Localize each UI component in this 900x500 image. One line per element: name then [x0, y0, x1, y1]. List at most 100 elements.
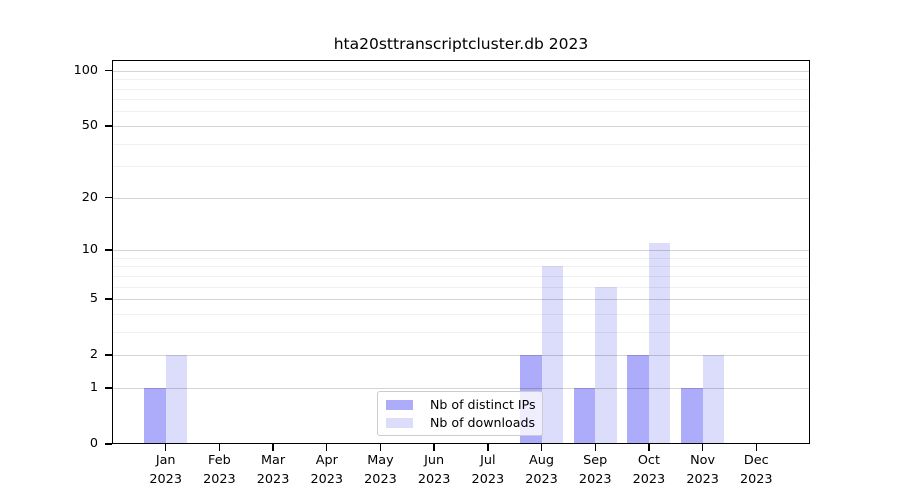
minor-gridline: [112, 266, 810, 268]
x-tick-month: Jan: [155, 453, 176, 468]
x-tick-month: Apr: [315, 453, 338, 468]
x-tick-mark: [433, 444, 435, 451]
y-tick-label: 5: [89, 291, 98, 307]
x-tick-label: May 2023: [348, 451, 412, 489]
x-tick-year: 2023: [310, 472, 344, 487]
legend-swatch-downloads: [386, 417, 413, 429]
major-gridline: [112, 70, 810, 72]
x-tick-mark: [540, 444, 543, 451]
x-tick-label: Jan 2023: [134, 451, 198, 489]
legend-item-distinct-ips: Nb of distinct IPs: [386, 396, 536, 414]
x-tick-label: Apr 2023: [295, 451, 359, 489]
x-tick-mark: [272, 444, 274, 451]
x-tick-year: 2023: [149, 472, 182, 487]
x-tick-label: Dec 2023: [724, 451, 788, 489]
legend-swatch-distinct-ips: [386, 399, 413, 411]
y-tick-mark: [105, 387, 112, 389]
x-tick-year: 2023: [632, 472, 666, 487]
minor-gridline: [112, 275, 810, 277]
x-tick-mark: [648, 444, 650, 451]
legend-item-downloads: Nb of downloads: [386, 414, 536, 432]
x-tick-month: Dec: [743, 453, 769, 468]
y-tick-mark: [105, 196, 112, 199]
y-tick-mark: [105, 443, 112, 445]
major-gridline: [112, 355, 810, 357]
major-gridline: [112, 299, 810, 300]
y-tick-label: 0: [89, 436, 98, 451]
x-tick-label: Aug 2023: [510, 451, 574, 489]
y-tick-label: 2: [89, 347, 98, 363]
x-tick-year: 2023: [256, 472, 290, 487]
legend: Nb of distinct IPs Nb of downloads: [377, 391, 543, 436]
bar-downloads-jan: [165, 355, 188, 444]
minor-gridline: [112, 257, 810, 259]
bar-distinct-ips-sep: [573, 387, 596, 444]
legend-label-distinct-ips: Nb of distinct IPs: [430, 397, 536, 412]
x-tick-month: Mar: [260, 453, 286, 468]
minor-gridline: [112, 99, 810, 101]
x-tick-year: 2023: [525, 472, 558, 487]
y-tick-mark: [105, 298, 112, 300]
y-tick-mark: [105, 249, 112, 251]
x-tick-month: Sep: [583, 453, 608, 468]
bar-downloads-sep: [595, 286, 617, 444]
x-tick-label: Jul 2023: [456, 451, 520, 489]
minor-gridline: [112, 331, 810, 333]
y-tick-label: 1: [89, 379, 98, 395]
y-tick-mark: [105, 69, 112, 72]
bar-downloads-oct: [648, 242, 671, 444]
minor-gridline: [112, 313, 810, 315]
x-tick-month: Oct: [637, 453, 660, 468]
x-tick-year: 2023: [364, 472, 397, 487]
y-tick-label: 100: [73, 62, 98, 78]
bar-distinct-ips-oct: [627, 355, 649, 444]
x-tick-year: 2023: [203, 472, 236, 487]
x-tick-month: Nov: [690, 453, 716, 468]
x-tick-label: Jun 2023: [402, 451, 466, 489]
x-tick-mark: [594, 444, 596, 451]
x-tick-year: 2023: [578, 472, 612, 487]
legend-label-downloads: Nb of downloads: [430, 415, 536, 430]
minor-gridline: [112, 286, 810, 288]
x-tick-year: 2023: [740, 472, 773, 487]
minor-gridline: [112, 166, 810, 168]
minor-gridline: [112, 143, 810, 145]
bar-distinct-ips-jan: [144, 387, 166, 444]
x-tick-year: 2023: [471, 472, 505, 487]
x-tick-year: 2023: [417, 472, 451, 487]
x-tick-month: Jul: [480, 453, 496, 468]
x-tick-mark: [218, 444, 221, 451]
x-tick-label: Sep 2023: [563, 451, 627, 489]
minor-gridline: [112, 88, 810, 90]
x-tick-mark: [164, 444, 167, 451]
x-tick-mark: [701, 444, 704, 451]
minor-gridline: [112, 111, 810, 113]
x-tick-month: Feb: [208, 453, 231, 468]
plot-area: [112, 60, 810, 444]
x-tick-label: Feb 2023: [187, 451, 251, 489]
minor-gridline: [112, 79, 810, 80]
y-tick-mark: [105, 354, 112, 356]
chart-title: hta20sttranscriptcluster.db 2023: [333, 35, 589, 53]
y-tick-label: 10: [81, 241, 98, 257]
x-tick-label: Nov 2023: [671, 451, 735, 489]
major-gridline: [112, 387, 810, 389]
x-tick-year: 2023: [686, 472, 719, 487]
x-tick-mark: [326, 444, 328, 451]
major-gridline: [112, 250, 810, 251]
x-tick-mark: [487, 444, 489, 451]
y-tick-label: 50: [81, 117, 98, 133]
x-tick-label: Mar 2023: [241, 451, 305, 489]
x-tick-mark: [379, 444, 382, 451]
bar-distinct-ips-nov: [681, 387, 703, 444]
major-gridline: [112, 197, 810, 199]
major-gridline: [112, 125, 810, 127]
x-tick-label: Oct 2023: [617, 451, 681, 489]
bar-downloads-nov: [702, 355, 725, 444]
y-tick-mark: [105, 125, 112, 127]
x-tick-month: Aug: [529, 453, 555, 468]
y-tick-label: 20: [81, 189, 98, 205]
bar-downloads-aug: [541, 266, 564, 444]
